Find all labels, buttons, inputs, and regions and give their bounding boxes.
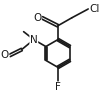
Text: Cl: Cl [89, 4, 100, 14]
Text: O: O [33, 13, 41, 23]
Text: O: O [1, 50, 9, 60]
Text: F: F [55, 82, 61, 92]
Text: N: N [30, 35, 38, 45]
